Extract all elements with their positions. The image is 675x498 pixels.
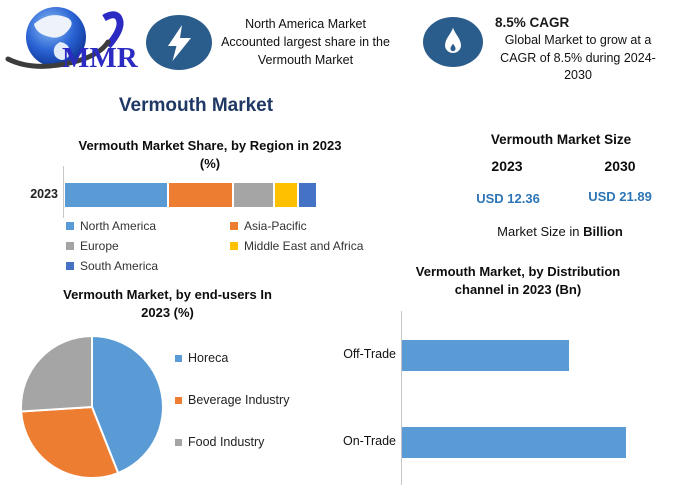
page-title: Vermouth Market <box>118 95 274 116</box>
cagr-highlight-text: 8.5% CAGR Global Market to grow at a CAG… <box>487 15 669 85</box>
legend-item-beverage-industry: Beverage Industry <box>175 393 335 407</box>
share-highlight-line: North America Market <box>245 17 366 31</box>
market-size-value-start: USD 12.36 <box>476 191 540 206</box>
legend-square-icon <box>66 222 74 230</box>
mmr-logo: MMR <box>4 4 140 74</box>
endusers-legend: Horeca Beverage Industry Food Industry <box>175 351 335 477</box>
endusers-pie-chart <box>20 334 164 479</box>
legend-item-middle-east-and-africa: Middle East and Africa <box>230 239 388 253</box>
legend-item-europe: Europe <box>66 239 230 253</box>
distribution-category-label: On-Trade <box>342 434 396 448</box>
legend-item-food-industry: Food Industry <box>175 435 335 449</box>
legend-label: Europe <box>80 239 119 253</box>
share-highlight-text: North America Market Accounted largest s… <box>203 15 408 69</box>
legend-label: Middle East and Africa <box>244 239 364 253</box>
segment-asia-pacific <box>169 183 233 207</box>
segment-north-america <box>65 183 168 207</box>
market-size-note-text: Market Size in <box>497 224 580 239</box>
legend-label: Food Industry <box>188 435 265 449</box>
logo-text: MMR <box>62 42 139 74</box>
legend-item-horeca: Horeca <box>175 351 335 365</box>
legend-square-icon <box>66 242 74 250</box>
legend-square-icon <box>230 242 238 250</box>
flame-icon <box>445 27 461 53</box>
cagr-line: Global Market to grow at a <box>504 33 652 47</box>
share-highlight-badge <box>146 15 212 70</box>
legend-square-icon <box>66 262 74 270</box>
distribution-chart-title-line: channel in 2023 (Bn) <box>454 281 582 297</box>
legend-item-south-america: South America <box>66 259 230 273</box>
market-size-title: Vermouth Market Size <box>490 132 632 147</box>
bar-on-trade <box>402 427 626 458</box>
region-chart-title-line: Vermouth Market Share, by Region in 2023 <box>78 138 342 153</box>
legend-label: North America <box>80 219 157 233</box>
endusers-chart-title-line: 2023 (%) <box>141 304 194 320</box>
share-highlight-line: Accounted largest share in the <box>221 35 390 49</box>
legend-square-icon <box>175 438 182 446</box>
pie-slice-beverage-industry <box>20 405 120 479</box>
legend-label: South America <box>80 259 159 273</box>
pie-slice-food-industry <box>20 334 93 413</box>
endusers-chart-title: Vermouth Market, by end-users In 2023 (%… <box>5 286 330 321</box>
region-chart-title-line: (%) <box>199 155 221 171</box>
region-chart-title: Vermouth Market Share, by Region in 2023… <box>45 137 375 172</box>
legend-label: Asia-Pacific <box>244 219 307 233</box>
region-legend: North America Asia-Pacific Europe Middle Ea… <box>66 219 388 273</box>
legend-item-asia-pacific: Asia-Pacific <box>230 219 388 233</box>
distribution-chart-title-line: Vermouth Market, by Distribution <box>415 264 621 279</box>
legend-label: Horeca <box>188 351 229 365</box>
segment-europe <box>234 183 274 207</box>
cagr-line: CAGR of 8.5% during 2024- <box>500 50 656 65</box>
endusers-chart-title-line: Vermouth Market, by end-users In <box>63 287 272 302</box>
market-size-note: Market Size in Billion <box>455 224 665 239</box>
legend-square-icon <box>175 396 182 404</box>
cagr-line: 2030 <box>564 68 592 82</box>
cagr-title: 8.5% CAGR <box>495 15 570 30</box>
distribution-category-label: Off-Trade <box>343 347 396 361</box>
legend-square-icon <box>175 354 182 362</box>
legend-square-icon <box>230 222 238 230</box>
globe-icon: MMR <box>5 7 139 74</box>
pie-slice-horeca <box>91 334 164 475</box>
segment-south-america <box>299 183 317 207</box>
bar-off-trade <box>402 340 569 371</box>
legend-item-north-america: North America <box>66 219 230 233</box>
region-stacked-bar <box>65 183 317 207</box>
region-category-label: 2023 <box>30 187 58 201</box>
market-size-value-end: USD 21.89 <box>588 189 652 204</box>
segment-middle-east-and-africa <box>275 183 297 207</box>
distribution-chart-title: Vermouth Market, by Distribution channel… <box>398 263 638 298</box>
region-chart-axis <box>63 166 64 218</box>
market-size-year-start: 2023 <box>491 158 523 174</box>
market-size-note-unit: Billion <box>583 224 623 239</box>
legend-label: Beverage Industry <box>188 393 290 407</box>
lightning-bolt-icon <box>168 24 191 61</box>
share-highlight-line: Vermouth Market <box>257 53 354 67</box>
cagr-highlight-badge <box>423 17 483 67</box>
distribution-chart-axis <box>401 311 402 485</box>
market-size-year-end: 2030 <box>604 158 636 174</box>
